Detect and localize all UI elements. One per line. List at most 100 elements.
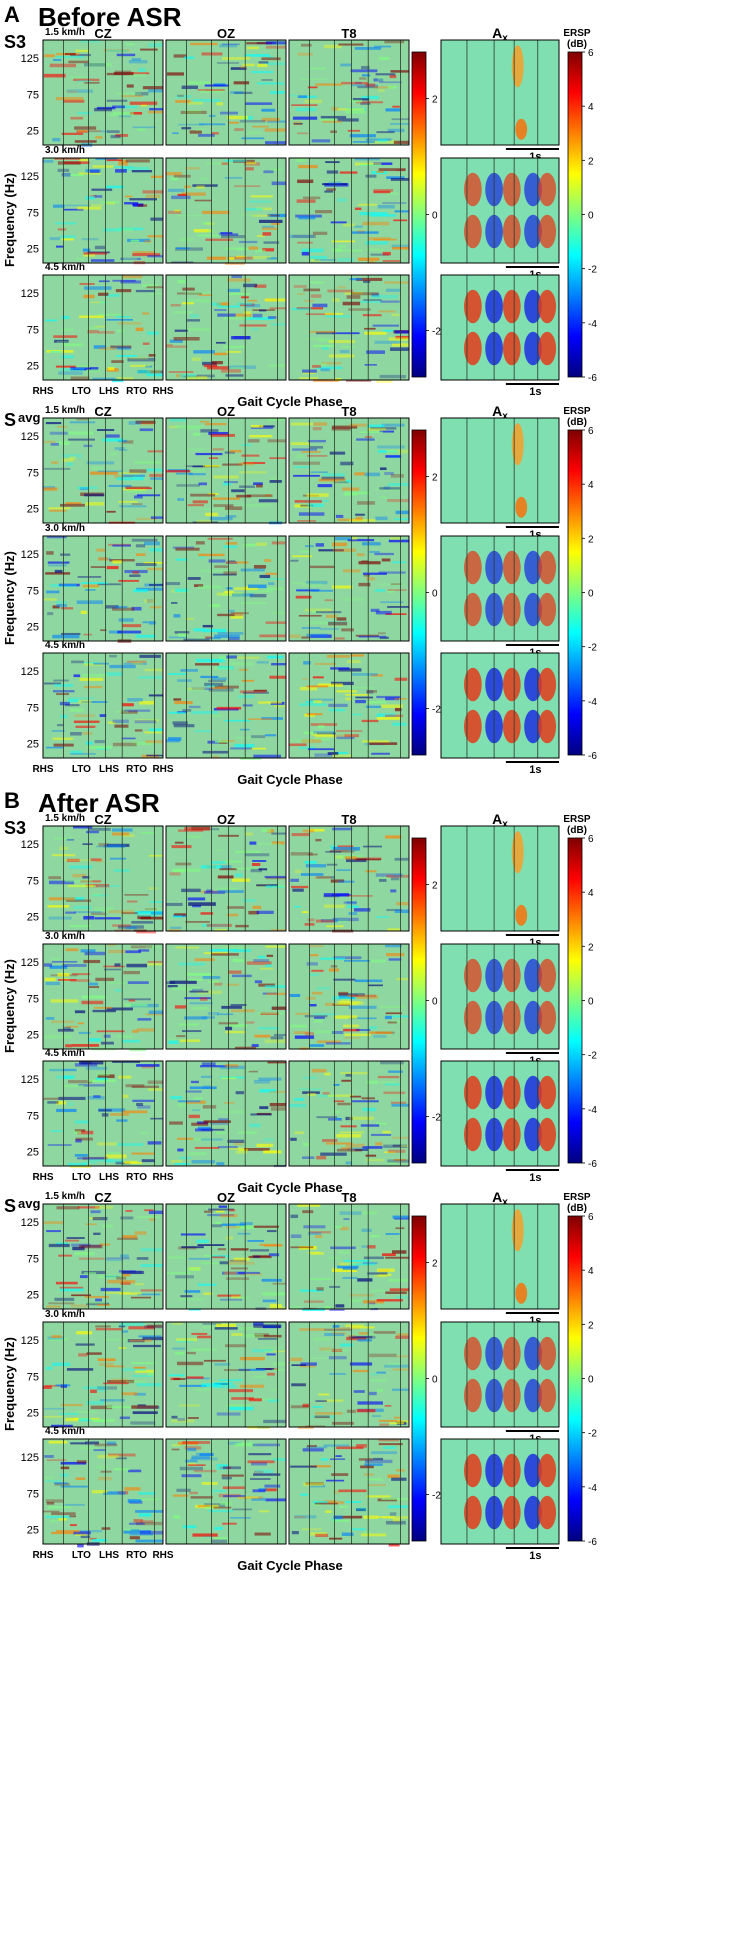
ersp-streak — [93, 1419, 115, 1422]
ersp-streak — [105, 672, 123, 676]
ersp-streak — [195, 1128, 213, 1132]
ersp-streak — [57, 425, 68, 428]
ersp-streak — [237, 1496, 259, 1499]
ersp-streak — [44, 54, 55, 58]
ersp-streak — [116, 355, 138, 357]
ersp-streak — [373, 189, 394, 192]
plot-frame — [440, 825, 560, 932]
ersp-streak — [93, 1095, 101, 1098]
ersp-streak — [387, 1159, 409, 1163]
ersp-streak — [172, 1347, 186, 1350]
ersp-streak — [99, 714, 107, 717]
ersp-streak — [83, 959, 101, 964]
ersp-streak — [68, 699, 79, 703]
ersp-streak — [238, 1496, 263, 1499]
channel-header: CZ — [94, 812, 111, 827]
ersp-streak — [262, 248, 275, 252]
ersp-streak — [168, 1255, 186, 1259]
ersp-streak — [328, 708, 345, 712]
ersp-streak — [65, 1025, 79, 1028]
ersp-streak — [110, 345, 132, 349]
ersp-streak — [135, 420, 156, 424]
ersp-background — [441, 536, 559, 641]
acc-power-blob — [502, 289, 521, 324]
ersp-streak — [328, 181, 342, 185]
ersp-streak — [60, 1403, 83, 1407]
ersp-streak — [71, 1294, 92, 1297]
ersp-streak — [376, 131, 395, 134]
ersp-streak — [212, 497, 240, 500]
ersp-streak — [72, 1246, 85, 1251]
ersp-streak — [140, 1520, 154, 1523]
ersp-streak — [258, 1510, 270, 1513]
ersp-streak — [338, 668, 362, 672]
ersp-streak — [89, 1537, 97, 1540]
ersp-streak — [96, 845, 105, 848]
ersp-streak — [139, 1530, 163, 1535]
plot-frame — [440, 39, 560, 146]
ersp-streak — [307, 1232, 322, 1235]
ersp-streak — [197, 585, 222, 589]
ersp-streak — [387, 192, 399, 196]
colorbar-unit: (dB) — [567, 1203, 587, 1214]
ersp-streak — [331, 1348, 343, 1352]
acc-power-blob — [464, 709, 482, 744]
ersp-streak — [70, 750, 83, 754]
ersp-streak — [371, 293, 380, 297]
ersp-plot-t8 — [288, 535, 410, 642]
ersp-streak — [325, 1142, 353, 1145]
ersp-streak — [92, 894, 109, 897]
ersp-streak — [238, 240, 258, 244]
ersp-streak — [384, 1364, 409, 1368]
ersp-streak — [323, 44, 342, 49]
ersp-streak — [224, 159, 247, 162]
ersp-streak — [184, 185, 191, 189]
ersp-streak — [324, 1499, 337, 1503]
ersp-streak — [314, 259, 336, 261]
x-axis-label: Gait Cycle Phase — [237, 772, 343, 787]
ersp-streak — [136, 1257, 149, 1260]
ersp-streak — [133, 1519, 143, 1523]
ersp-streak — [296, 199, 316, 203]
ersp-streak — [187, 897, 206, 901]
colorbar-tick-label: -2 — [588, 1051, 597, 1062]
y-tick-label: 25 — [27, 361, 39, 373]
ersp-streak — [127, 981, 149, 984]
ersp-streak — [148, 1010, 163, 1015]
ersp-streak — [74, 714, 95, 718]
ersp-streak — [386, 449, 409, 454]
ersp-streak — [78, 1418, 91, 1422]
ersp-streak — [261, 1278, 282, 1282]
ersp-plot-cz — [42, 1203, 164, 1310]
ersp-streak — [208, 457, 219, 459]
acc-power-blob — [502, 709, 521, 744]
colorbar-tick-label: 0 — [588, 997, 594, 1008]
ersp-streak — [271, 181, 286, 186]
ersp-streak — [293, 122, 303, 125]
ersp-streak — [242, 899, 256, 902]
ersp-streak — [357, 1339, 372, 1342]
ersp-streak — [220, 235, 246, 239]
ersp-streak — [294, 1515, 306, 1519]
ersp-streak — [179, 1156, 191, 1159]
ersp-streak — [349, 1294, 374, 1297]
ersp-streak — [98, 1275, 126, 1279]
ersp-streak — [107, 944, 116, 947]
y-tick-label: 25 — [27, 244, 39, 256]
ersp-streak — [330, 130, 338, 133]
ersp-streak — [147, 331, 159, 335]
ersp-streak — [247, 439, 260, 443]
ersp-streak — [230, 1267, 248, 1270]
ersp-streak — [54, 339, 69, 343]
ersp-streak — [172, 546, 195, 549]
ersp-streak — [211, 360, 223, 365]
ersp-streak — [57, 228, 67, 231]
ersp-streak — [194, 1146, 220, 1149]
ersp-streak — [135, 634, 156, 638]
y-tick-label: 125 — [21, 839, 39, 851]
acc-power-blob — [511, 1209, 524, 1252]
ersp-streak — [60, 553, 71, 556]
ersp-streak — [75, 1477, 86, 1480]
ersp-streak — [293, 905, 301, 908]
ersp-streak — [332, 548, 357, 552]
